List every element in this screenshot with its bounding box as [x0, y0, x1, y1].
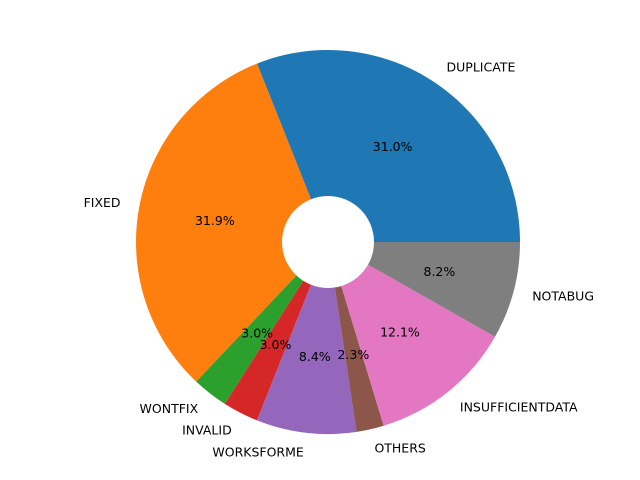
- outer-label-wontfix: WONTFIX: [140, 401, 199, 416]
- slice-insufficientdata: [328, 242, 496, 426]
- donut-hole: [282, 196, 374, 288]
- outer-label-fixed: FIXED: [84, 195, 121, 210]
- slices-layer: [136, 50, 520, 434]
- outer-label-invalid: INVALID: [182, 422, 232, 437]
- pct-label-wontfix: 3.0%: [241, 325, 273, 340]
- pct-label-others: 2.3%: [337, 347, 369, 362]
- outer-label-notabug: NOTABUG: [532, 288, 594, 303]
- outer-label-others: OTHERS: [374, 441, 425, 456]
- slice-worksforme: [256, 242, 357, 434]
- slice-fixed: [136, 63, 328, 382]
- outer-label-duplicate: DUPLICATE: [447, 60, 516, 75]
- slice-invalid: [224, 242, 328, 421]
- labels-layer: 31.0% DUPLICATE 31.9% FIXED 3.0% WONTFIX 3.0% I…: [84, 60, 594, 460]
- pct-label-fixed: 31.9%: [195, 213, 235, 228]
- pct-label-worksforme: 8.4%: [299, 349, 331, 364]
- slice-notabug: [328, 242, 520, 337]
- pct-label-notabug: 8.2%: [424, 264, 456, 279]
- slice-duplicate: [256, 50, 520, 243]
- pct-label-insufficientdata: 12.1%: [380, 324, 420, 339]
- pct-label-duplicate: 31.0%: [373, 139, 413, 154]
- slice-others: [328, 242, 384, 432]
- outer-label-worksforme: WORKSFORME: [212, 444, 304, 459]
- slice-wontfix: [196, 242, 328, 404]
- pct-label-invalid: 3.0%: [260, 337, 292, 352]
- outer-label-insufficientdata: INSUFFICIENTDATA: [460, 399, 578, 414]
